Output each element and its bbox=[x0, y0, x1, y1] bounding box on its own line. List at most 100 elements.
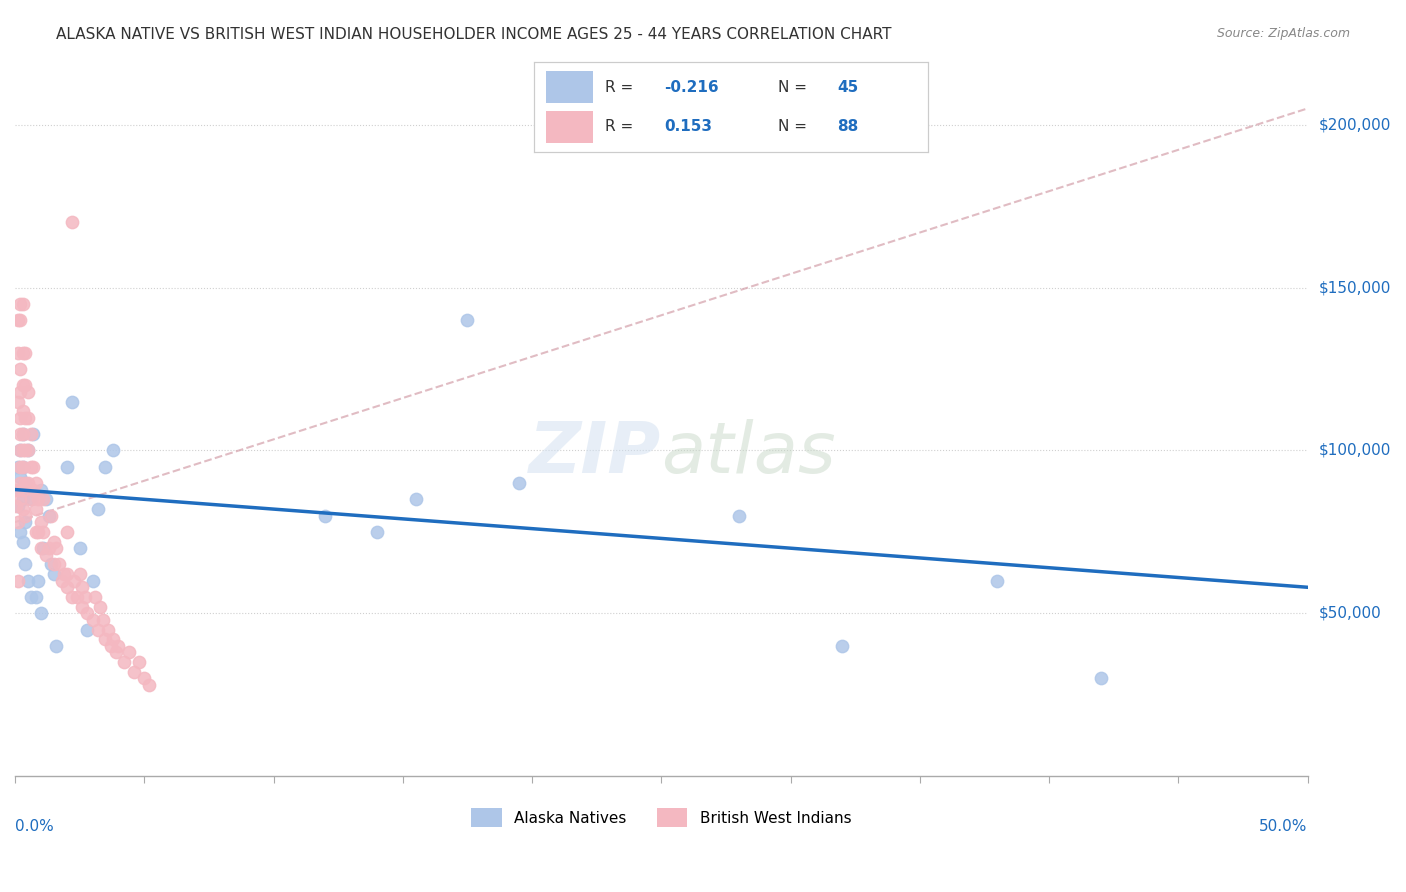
Point bbox=[55, 580, 77, 594]
Text: 0.153: 0.153 bbox=[664, 120, 713, 134]
Point bbox=[8, 524, 31, 539]
Point bbox=[20, 459, 42, 474]
Point bbox=[11, 443, 34, 458]
Text: ALASKA NATIVE VS BRITISH WEST INDIAN HOUSEHOLDER INCOME AGES 25 - 44 YEARS CORRE: ALASKA NATIVE VS BRITISH WEST INDIAN HOU… bbox=[56, 27, 891, 42]
Point bbox=[22, 427, 45, 442]
Point bbox=[53, 567, 76, 582]
Point bbox=[55, 567, 77, 582]
Point bbox=[11, 492, 34, 507]
Point bbox=[8, 297, 31, 311]
Point bbox=[24, 476, 46, 491]
Point bbox=[11, 427, 34, 442]
Point bbox=[30, 483, 52, 497]
Point bbox=[66, 590, 89, 604]
Point bbox=[8, 384, 31, 399]
Point bbox=[42, 534, 65, 549]
Point bbox=[17, 476, 39, 491]
Point bbox=[17, 443, 39, 458]
Point bbox=[14, 508, 37, 523]
Point bbox=[38, 508, 60, 523]
Point bbox=[30, 607, 52, 621]
Point bbox=[11, 483, 34, 497]
Text: 88: 88 bbox=[838, 120, 859, 134]
Text: atlas: atlas bbox=[661, 419, 837, 488]
Point bbox=[11, 534, 34, 549]
Point bbox=[8, 427, 31, 442]
Point bbox=[6, 499, 28, 513]
Point bbox=[7, 574, 30, 588]
Text: 0.0%: 0.0% bbox=[15, 819, 53, 834]
FancyBboxPatch shape bbox=[546, 71, 593, 103]
Point bbox=[14, 345, 37, 359]
Point bbox=[14, 476, 37, 491]
Point bbox=[97, 623, 120, 637]
Text: N =: N = bbox=[779, 80, 813, 95]
Point bbox=[55, 459, 77, 474]
Point bbox=[94, 632, 117, 647]
Point bbox=[314, 508, 336, 523]
Point bbox=[32, 492, 55, 507]
Point bbox=[14, 443, 37, 458]
Text: 45: 45 bbox=[838, 80, 859, 95]
Point bbox=[45, 639, 67, 653]
Text: $50,000: $50,000 bbox=[1319, 606, 1381, 621]
Point bbox=[831, 639, 853, 653]
Point bbox=[134, 672, 156, 686]
Point bbox=[11, 297, 34, 311]
Point bbox=[24, 590, 46, 604]
Point bbox=[42, 558, 65, 572]
Point bbox=[60, 590, 83, 604]
Point bbox=[8, 410, 31, 425]
Point bbox=[48, 558, 70, 572]
Point bbox=[103, 632, 125, 647]
Point bbox=[91, 613, 114, 627]
Point bbox=[20, 590, 42, 604]
Point bbox=[118, 645, 141, 659]
Point bbox=[8, 469, 31, 483]
Point bbox=[366, 524, 388, 539]
Point bbox=[11, 502, 34, 516]
Point bbox=[8, 459, 31, 474]
Point bbox=[39, 558, 62, 572]
Point bbox=[7, 313, 30, 327]
Point bbox=[17, 410, 39, 425]
Text: $150,000: $150,000 bbox=[1319, 280, 1391, 295]
FancyBboxPatch shape bbox=[546, 112, 593, 143]
Point bbox=[122, 665, 145, 679]
Point bbox=[8, 362, 31, 376]
Point bbox=[69, 541, 91, 556]
Point bbox=[100, 639, 122, 653]
Point bbox=[8, 483, 31, 497]
Point bbox=[405, 492, 427, 507]
Point bbox=[32, 524, 55, 539]
Point bbox=[986, 574, 1008, 588]
Text: ZIP: ZIP bbox=[529, 419, 661, 488]
Point bbox=[11, 459, 34, 474]
Point bbox=[38, 541, 60, 556]
Text: $100,000: $100,000 bbox=[1319, 443, 1391, 458]
Point bbox=[7, 345, 30, 359]
Point bbox=[70, 580, 93, 594]
Text: N =: N = bbox=[779, 120, 813, 134]
Point bbox=[94, 459, 117, 474]
Point bbox=[87, 502, 110, 516]
Point bbox=[45, 541, 67, 556]
Point bbox=[89, 599, 111, 614]
Point bbox=[76, 607, 98, 621]
Point bbox=[7, 499, 30, 513]
Point bbox=[112, 655, 135, 669]
Point bbox=[14, 410, 37, 425]
Point bbox=[82, 574, 104, 588]
Point bbox=[11, 404, 34, 418]
Point bbox=[14, 476, 37, 491]
Point bbox=[8, 313, 31, 327]
Point bbox=[7, 459, 30, 474]
Point bbox=[1090, 672, 1112, 686]
Point bbox=[11, 459, 34, 474]
Point bbox=[11, 378, 34, 392]
Text: R =: R = bbox=[605, 120, 643, 134]
Point bbox=[30, 541, 52, 556]
Text: Source: ZipAtlas.com: Source: ZipAtlas.com bbox=[1216, 27, 1350, 40]
Text: 50.0%: 50.0% bbox=[1260, 819, 1308, 834]
Point bbox=[14, 378, 37, 392]
